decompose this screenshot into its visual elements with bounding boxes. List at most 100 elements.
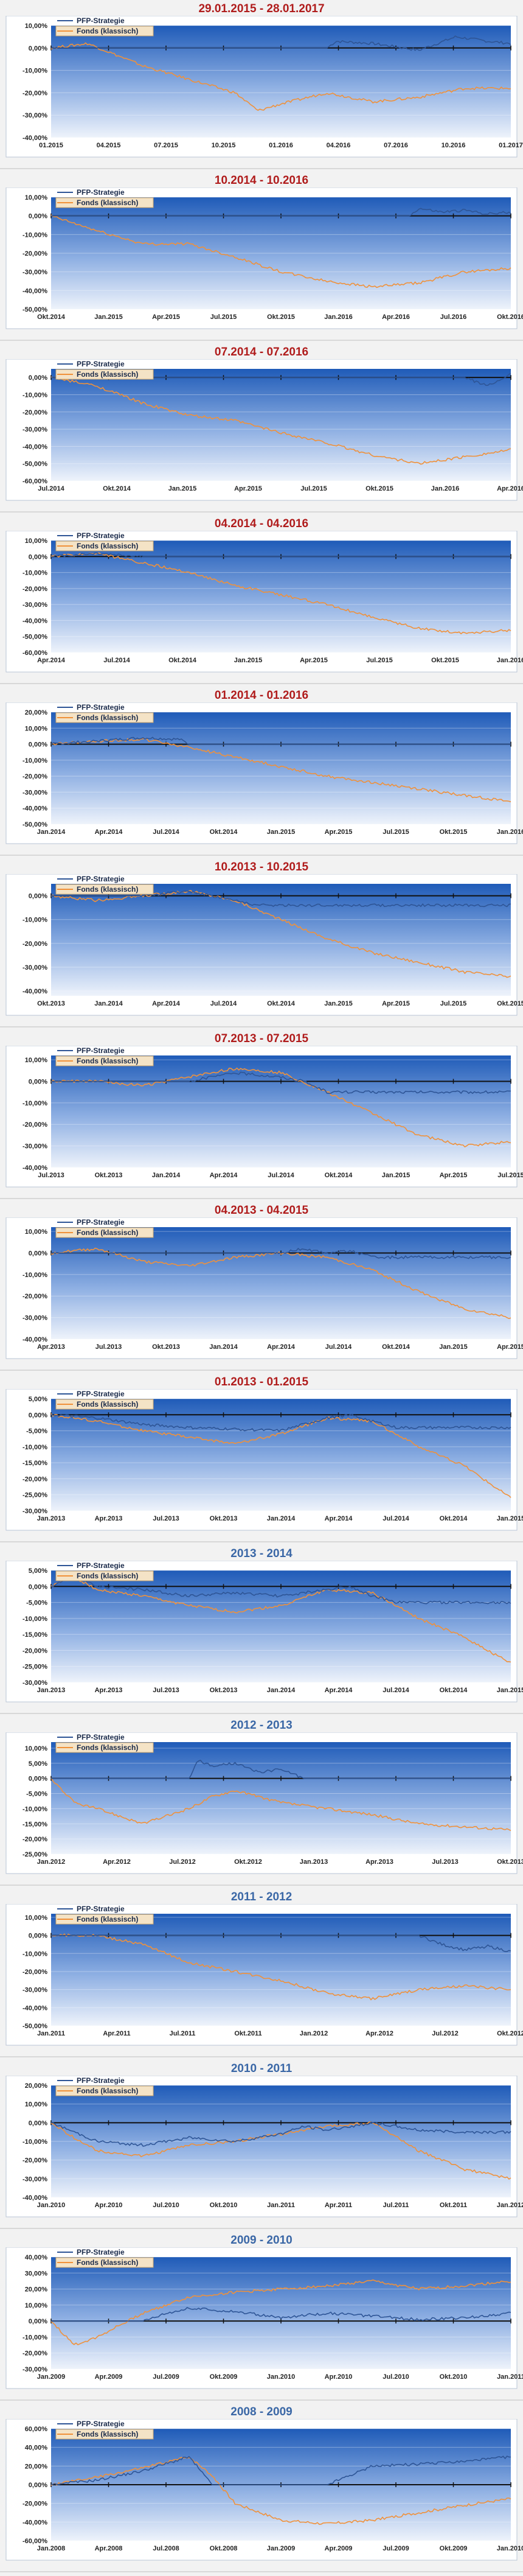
- series-line-strategy: [51, 1934, 511, 1952]
- panel-separator: [0, 2399, 523, 2401]
- x-tick-label: 07.2015: [154, 142, 178, 149]
- y-tick-label: -20,00%: [23, 1475, 47, 1483]
- x-tick-label: Apr.2011: [325, 2202, 352, 2209]
- legend-box-fund: [55, 884, 154, 895]
- chart-panel: 04.2014 - 04.2016 10,00% 0,00% -10,00% -20,0…: [0, 515, 523, 684]
- legend-box-fund: [55, 2257, 154, 2268]
- chart-legend: PFP-Strategie Fonds (klassisch): [55, 1390, 154, 1410]
- y-tick-label: -50,00%: [23, 634, 47, 641]
- x-tick-label: Jan.2016: [497, 828, 523, 836]
- plot-area: [51, 712, 511, 824]
- y-tick-label: 5,00%: [29, 1760, 47, 1768]
- y-tick-label: 0,00%: [29, 553, 47, 561]
- x-tick-label: Apr.2012: [103, 1858, 131, 1866]
- line-chart: 20,00% 10,00% 0,00% -10,00% -20,00% -30,00% -4…: [5, 702, 523, 844]
- x-tick-label: Okt.2014: [325, 1172, 353, 1179]
- x-tick-label: Jul.2014: [268, 1172, 294, 1179]
- y-tick-label: -40,00%: [23, 988, 47, 995]
- panel-separator: [0, 168, 523, 169]
- x-tick-label: Jul.2015: [440, 1000, 466, 1007]
- x-tick-label: Jul.2013: [153, 1515, 179, 1522]
- chart-legend: PFP-Strategie Fonds (klassisch): [55, 1561, 154, 1581]
- y-tick-label: 0,00%: [29, 213, 47, 220]
- x-tick-label: Okt.2015: [267, 313, 295, 321]
- y-tick-label: -40,00%: [23, 1164, 47, 1172]
- legend-label-strategy: PFP-Strategie: [77, 1561, 125, 1570]
- y-tick-label: 20,00%: [25, 2286, 48, 2294]
- y-tick-label: 0,00%: [29, 1583, 47, 1591]
- legend-label-fund: Fonds (klassisch): [77, 198, 138, 207]
- chart-title: 01.2013 - 01.2015: [214, 1376, 309, 1388]
- x-tick-label: Jan.2016: [497, 657, 523, 664]
- x-tick-label: Apr.2015: [497, 1343, 523, 1351]
- line-chart: 40,00% 30,00% 20,00% 10,00% 0,00% -10,00% -20,…: [5, 2247, 523, 2389]
- y-tick-label: 0,00%: [29, 1412, 47, 1419]
- series-line-fund: [50, 2121, 511, 2180]
- y-tick-label: 0,00%: [29, 1933, 47, 1940]
- y-tick-label: -60,00%: [23, 478, 47, 485]
- x-tick-label: Okt.2009: [440, 2545, 468, 2552]
- x-tick-label: Jul.2014: [383, 1515, 409, 1522]
- series-line-strategy: [51, 208, 511, 217]
- x-tick-label: Jul.2010: [153, 2202, 179, 2209]
- chart-legend: PFP-Strategie Fonds (klassisch): [55, 875, 154, 895]
- x-tick-label: Jan.2012: [37, 1858, 65, 1866]
- legend-label-fund: Fonds (klassisch): [77, 1915, 138, 1923]
- y-tick-label: -10,00%: [23, 2334, 47, 2341]
- x-tick-label: Apr.2014: [325, 1515, 353, 1522]
- y-tick-label: 10,00%: [25, 2302, 48, 2309]
- plot-area: [51, 1055, 511, 1167]
- chart-title: 10.2014 - 10.2016: [214, 174, 309, 187]
- x-tick-label: Jul.2016: [440, 313, 466, 321]
- y-tick-label: -5,00%: [26, 1428, 47, 1435]
- series-line-strategy: [50, 737, 511, 746]
- x-tick-label: Jul.2008: [153, 2545, 179, 2552]
- legend-label-fund: Fonds (klassisch): [77, 27, 138, 35]
- x-tick-label: Apr.2014: [95, 828, 123, 836]
- y-tick-label: 0,00%: [29, 45, 47, 52]
- y-tick-label: -5,00%: [26, 1791, 47, 1798]
- y-tick-label: -40,00%: [23, 287, 47, 295]
- x-tick-label: Okt.2013: [37, 1000, 65, 1007]
- legend-box-fund: [55, 26, 154, 37]
- y-tick-label: -40,00%: [23, 2519, 47, 2526]
- series-line-strategy: [50, 1413, 511, 1433]
- chart-panel: 29.01.2015 - 28.01.2017 10,00% 0,00% -10,00…: [0, 0, 523, 169]
- chart-title: 2010 - 2011: [230, 2062, 293, 2075]
- y-tick-label: -30,00%: [23, 1508, 47, 1515]
- y-tick-label: -30,00%: [23, 2366, 47, 2373]
- x-tick-label: Jan.2015: [324, 1000, 352, 1007]
- x-tick-label: Jul.2009: [383, 2545, 409, 2552]
- chart-title: 2013 - 2014: [230, 1547, 293, 1560]
- x-tick-label: Okt.2009: [210, 2373, 238, 2381]
- line-chart: 10,00%0,00%-10,00%-20,00%-30,00%-40,00%A…: [5, 1217, 523, 1359]
- x-tick-label: Okt.2008: [210, 2545, 238, 2552]
- x-tick-label: Jan.2015: [234, 657, 262, 664]
- legend-box-fund: [55, 712, 154, 723]
- legend-label-strategy: PFP-Strategie: [77, 188, 125, 197]
- y-tick-label: -10,00%: [23, 68, 47, 75]
- y-tick-label: -50,00%: [23, 306, 47, 313]
- x-tick-label: Apr.2016: [497, 485, 523, 492]
- y-tick-label: -20,00%: [23, 1969, 47, 1976]
- legend-label-strategy: PFP-Strategie: [77, 1390, 125, 1398]
- legend-box-fund: [55, 197, 154, 208]
- plot-area: [51, 26, 511, 138]
- x-tick-label: Jan.2015: [497, 1687, 523, 1694]
- x-tick-label: Okt.2016: [497, 313, 523, 321]
- x-tick-label: Jan.2015: [267, 828, 295, 836]
- y-tick-label: -60,00%: [23, 649, 47, 657]
- x-tick-label: Okt.2014: [382, 1343, 410, 1351]
- series-line-fund: [50, 42, 511, 111]
- y-tick-label: -40,00%: [23, 1336, 47, 1343]
- y-tick-label: 0,00%: [29, 2482, 47, 2489]
- series-line-strategy: [50, 2121, 511, 2147]
- y-tick-label: 0,00%: [29, 1078, 47, 1085]
- x-tick-label: Jul.2014: [210, 1000, 237, 1007]
- series-line-fund: [50, 1933, 511, 2001]
- x-tick-label: Jul.2012: [169, 1858, 195, 1866]
- y-tick-label: -10,00%: [23, 1805, 47, 1813]
- line-chart: 20,00% 10,00% 0,00% -10,00% -20,00% -30,00% -4…: [5, 2076, 523, 2217]
- legend-label-strategy: PFP-Strategie: [77, 360, 125, 368]
- y-tick-label: -20,00%: [23, 1647, 47, 1654]
